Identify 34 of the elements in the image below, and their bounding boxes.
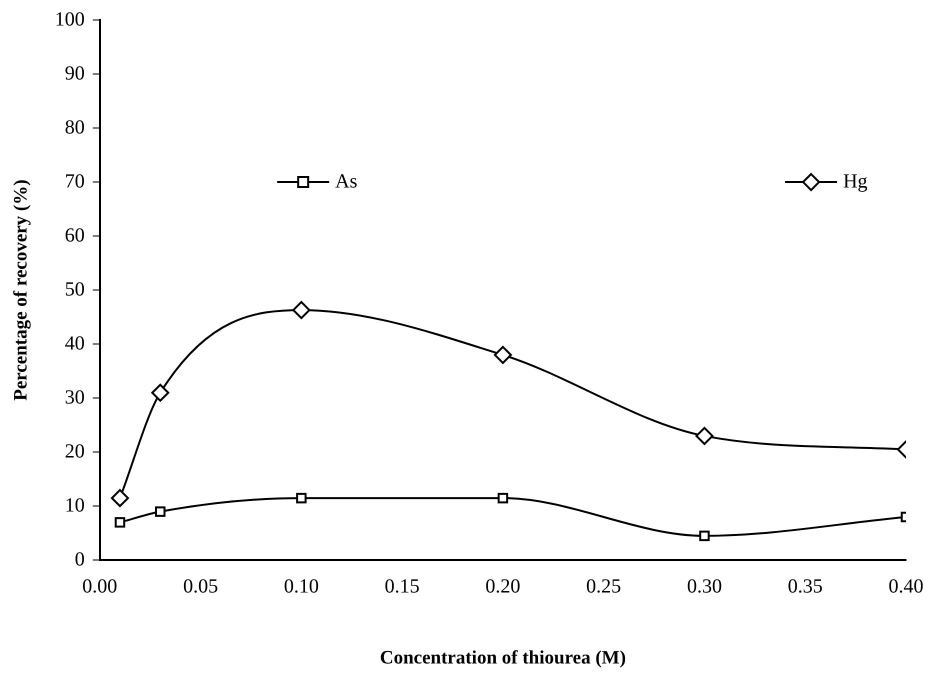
x-tick-label: 0.40 <box>888 575 924 598</box>
legend-label: As <box>335 170 358 192</box>
y-axis-title: Percentage of recovery (%) <box>10 179 32 401</box>
y-tick-label: 80 <box>64 116 85 138</box>
y-tick-label: 30 <box>64 386 85 408</box>
legend-label: Hg <box>843 170 868 192</box>
y-tick-label: 100 <box>54 8 85 30</box>
x-tick-label: 0.10 <box>284 575 319 598</box>
x-tick-label: 0.30 <box>686 575 722 598</box>
y-tick-label: 10 <box>64 494 85 516</box>
x-tick-label: 0.25 <box>586 575 622 598</box>
point <box>296 492 307 504</box>
y-tick-label: 90 <box>64 62 85 84</box>
y-tick-label: 40 <box>64 332 85 354</box>
y-tick-label: 20 <box>64 440 85 462</box>
point <box>110 489 129 508</box>
x-tick-label: 0.20 <box>485 575 520 598</box>
y-tick-label: 60 <box>64 224 85 246</box>
y-tick-label: 70 <box>64 170 85 192</box>
point <box>151 384 170 402</box>
point <box>155 506 166 517</box>
point <box>699 530 710 542</box>
point <box>695 426 714 445</box>
y-tick-label: 0 <box>74 548 85 570</box>
x-tick-label: 0.00 <box>82 575 118 598</box>
x-tick-label: 0.35 <box>788 575 823 598</box>
point <box>498 492 508 504</box>
y-tick-label: 50 <box>64 278 85 300</box>
point <box>114 517 126 528</box>
x-axis-title: Concentration of thiourea (M) <box>380 648 626 669</box>
point <box>292 301 310 320</box>
x-tick-label: 0.05 <box>183 575 218 598</box>
point <box>494 346 512 364</box>
x-tick-label: 0.15 <box>384 575 420 598</box>
